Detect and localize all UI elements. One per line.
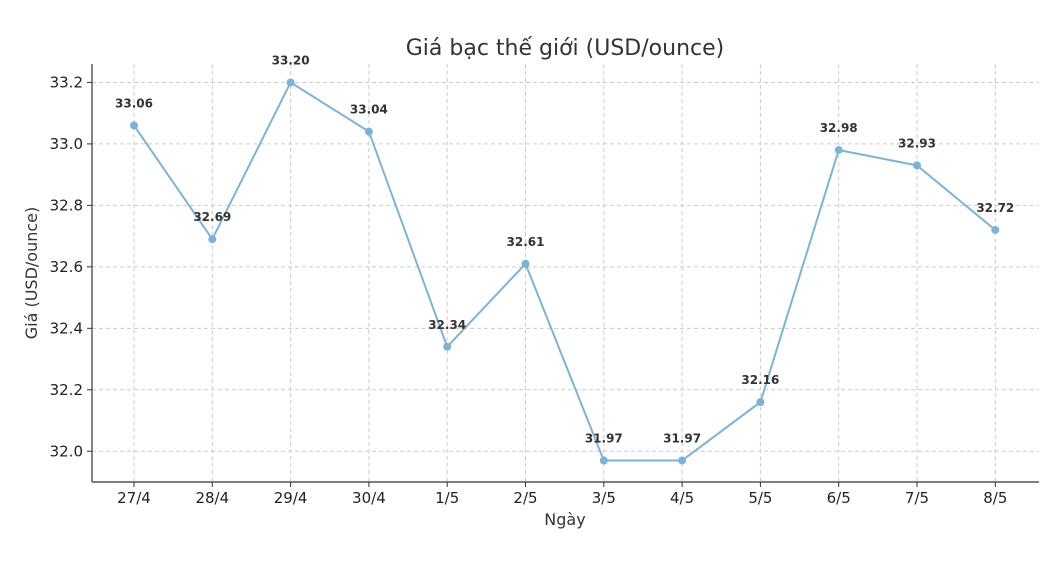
data-label: 32.98: [820, 121, 858, 135]
y-ticks: 32.0 32.2 32.4 32.6 32.8 33.0 33.2: [50, 73, 92, 460]
data-point: [913, 161, 921, 170]
x-tick-label: 1/5: [435, 489, 459, 507]
data-point: [521, 259, 530, 268]
y-tick-label: 33.0: [50, 135, 83, 153]
data-point: [130, 121, 138, 130]
data-point: [678, 456, 687, 465]
data-label: 33.04: [350, 103, 388, 117]
data-label: 31.97: [663, 431, 701, 445]
data-label: 31.97: [585, 431, 623, 445]
x-tick-label: 30/4: [352, 489, 386, 507]
data-label: 33.06: [115, 96, 153, 110]
chart-title: Giá bạc thế giới (USD/ounce): [406, 36, 724, 61]
x-tick-label: 27/4: [117, 489, 151, 507]
x-tick-label: 2/5: [513, 489, 537, 507]
grid-lines: [92, 64, 1039, 482]
y-axis-label: Giá (USD/ounce): [22, 207, 41, 340]
data-label: 32.61: [507, 235, 545, 249]
y-tick-label: 32.8: [50, 196, 83, 214]
y-tick-label: 32.6: [50, 258, 83, 276]
axes: [91, 64, 1039, 483]
data-label: 32.69: [193, 210, 231, 224]
data-point: [834, 146, 843, 155]
y-tick-label: 33.2: [50, 73, 83, 91]
data-label: 32.16: [741, 373, 779, 387]
x-tick-label: 7/5: [905, 489, 929, 507]
data-point: [599, 456, 608, 465]
data-point: [443, 342, 452, 351]
x-tick-label: 4/5: [670, 489, 694, 507]
data-label: 32.93: [898, 136, 936, 150]
y-tick-label: 32.4: [50, 319, 83, 337]
data-point: [364, 127, 373, 136]
x-tick-label: 28/4: [195, 489, 229, 507]
y-tick-label: 32.0: [50, 442, 83, 460]
x-axis-label: Ngày: [544, 510, 585, 529]
x-tick-label: 3/5: [592, 489, 616, 507]
y-tick-label: 32.2: [50, 381, 83, 399]
data-label: 32.72: [976, 201, 1014, 215]
x-tick-label: 5/5: [748, 489, 772, 507]
data-label: 33.20: [272, 53, 310, 67]
data-points: [130, 78, 1000, 465]
x-tick-label: 8/5: [983, 489, 1007, 507]
data-labels: 33.06 32.69 33.20 33.04 32.34 32.61 31.97 31.97…: [115, 53, 1014, 445]
data-label: 32.34: [428, 318, 466, 332]
data-point: [208, 235, 217, 244]
x-ticks: 27/4 28/4 29/4 30/4 1/5 2/5 3/5 4/5 5/5 6/5 7/5 8/5: [117, 482, 1007, 507]
x-tick-label: 29/4: [274, 489, 308, 507]
x-tick-label: 6/5: [827, 489, 851, 507]
data-point: [756, 398, 765, 407]
data-point: [286, 78, 295, 87]
data-point: [991, 225, 1000, 234]
series-line: [133, 81, 996, 462]
